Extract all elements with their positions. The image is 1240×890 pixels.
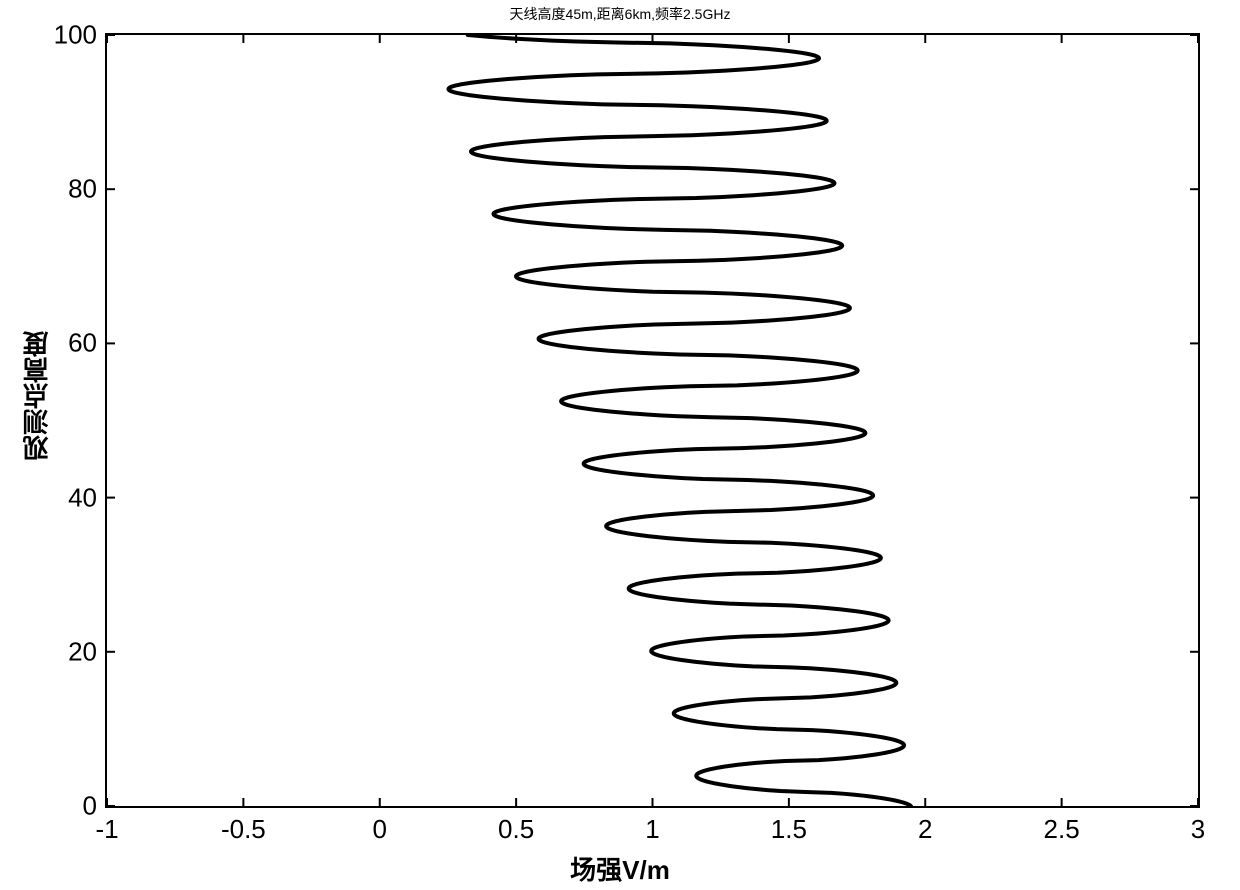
y-tick-label: 20 [68,636,97,667]
y-tick-label: 60 [68,328,97,359]
y-tick-label: 100 [54,20,97,51]
x-tick-label: -0.5 [221,814,266,845]
x-tick-label: 0.5 [498,814,534,845]
x-tick-label: 2 [918,814,932,845]
field-strength-line [448,35,910,806]
plot-svg [107,35,1198,806]
x-tick-label: -1 [95,814,118,845]
chart-title: 天线高度45m,距离6km,频率2.5GHz [0,4,1240,24]
y-axis-label: 观测点高度 [18,331,55,461]
x-tick-label: 0 [373,814,387,845]
y-tick-label: 0 [83,791,97,822]
x-axis-label: 场强V/m [0,850,1240,887]
x-tick-label: 3 [1191,814,1205,845]
y-tick-label: 80 [68,174,97,205]
x-tick-label: 1 [645,814,659,845]
x-tick-label: 1.5 [771,814,807,845]
x-tick-label: 2.5 [1044,814,1080,845]
plot-area [105,33,1200,808]
figure: 天线高度45m,距离6km,频率2.5GHz 观测点高度 场强V/m -1 -0.… [0,0,1240,890]
y-tick-label: 40 [68,482,97,513]
